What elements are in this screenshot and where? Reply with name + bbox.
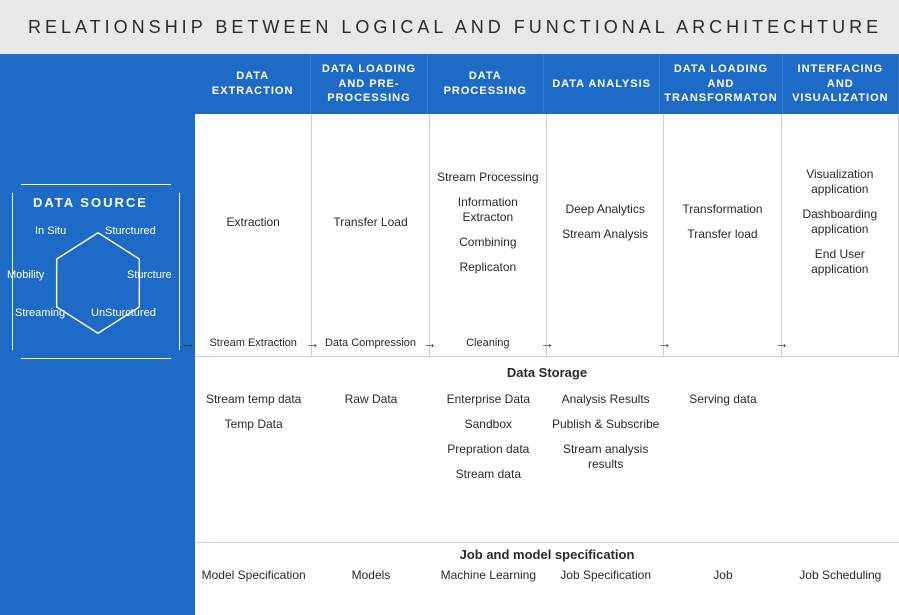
body-column: Stream Processing Information Extracton Co…	[430, 114, 547, 330]
job-cell: Job Specification	[547, 566, 664, 614]
body-item: Transfer Load	[333, 215, 407, 230]
storage-column: Serving data	[664, 384, 781, 542]
storage-item: Stream analysis results	[551, 442, 660, 472]
body-column: Deep Analytics Stream Analysis	[547, 114, 664, 330]
flow-cell: →	[664, 330, 781, 356]
flow-row: Stream Extraction→→Data Compression→Clea…	[195, 330, 899, 356]
storage-item: Stream temp data	[206, 392, 301, 407]
storage-item: Publish & Subscribe	[552, 417, 659, 432]
column-header: DATA ANALYSIS	[544, 54, 660, 114]
storage-item: Stream data	[456, 467, 521, 482]
flow-cell: Data Compression→	[312, 330, 429, 356]
body-item: Deep Analytics	[565, 202, 644, 217]
job-row: Model SpecificationModelsMachine Learnin…	[195, 566, 899, 614]
storage-grid: Stream temp data Temp Data Raw Data Enterpr…	[195, 384, 899, 542]
body-column: Visualization application Dashboarding ap…	[782, 114, 899, 330]
storage-item: Raw Data	[345, 392, 398, 407]
storage-column: Analysis Results Publish & Subscribe Strea…	[547, 384, 664, 542]
storage-item: Prepration data	[447, 442, 529, 457]
body-item: Replicaton	[459, 260, 516, 275]
storage-column: Enterprise Data Sandbox Prepration data Str…	[430, 384, 547, 542]
storage-column: Stream temp data Temp Data	[195, 384, 312, 542]
job-cell: Job Scheduling	[782, 566, 899, 614]
page-title: RELATIONSHIP BETWEEN LOGICAL AND FUNCTIO…	[0, 0, 899, 54]
storage-item: Serving data	[689, 392, 756, 407]
flow-cell	[782, 330, 899, 356]
body-item: Stream Processing	[437, 170, 538, 185]
flow-cell: Cleaning→	[430, 330, 547, 356]
hex-label-structured: Sturctured	[105, 225, 156, 237]
body-item: Stream Analysis	[562, 227, 648, 242]
hexagon-icon	[51, 229, 145, 337]
body-item: Combining	[459, 235, 516, 250]
job-cell: Models	[312, 566, 429, 614]
data-source-title: DATA SOURCE	[33, 195, 148, 210]
body-column: Transfer Load	[312, 114, 429, 330]
storage-column: Raw Data	[312, 384, 429, 542]
arrow-right-icon: →	[181, 335, 195, 351]
job-cell: Model Specification	[195, 566, 312, 614]
data-source-box: DATA SOURCE In Situ Sturctured Mobility …	[12, 184, 180, 359]
job-section-title: Job and model specification	[195, 542, 899, 566]
architecture-grid: DATA EXTRACTIONDATA LOADING AND PRE-PROC…	[195, 54, 899, 615]
data-source-panel: DATA SOURCE In Situ Sturctured Mobility …	[0, 54, 195, 615]
column-header: INTERFACING AND VISUALIZATION	[783, 54, 899, 114]
storage-item: Temp Data	[225, 417, 283, 432]
flow-cell: →	[547, 330, 664, 356]
storage-column	[782, 384, 899, 542]
body-item: End User application	[786, 247, 894, 277]
body-item: Transformation	[682, 202, 762, 217]
body-item: Information Extracton	[434, 195, 542, 225]
storage-section-title: Data Storage	[195, 356, 899, 384]
body-item: Dashboarding application	[786, 207, 894, 237]
hex-label-mobility: Mobility	[7, 269, 44, 281]
column-header: DATA EXTRACTION	[195, 54, 311, 114]
main-layout: DATA SOURCE In Situ Sturctured Mobility …	[0, 54, 899, 615]
hex-label-in-situ: In Situ	[35, 225, 66, 237]
hex-label-streaming: Streaming	[15, 307, 65, 319]
job-cell: Job	[664, 566, 781, 614]
column-header: DATA LOADING AND TRANSFORMATON	[660, 54, 782, 114]
column-headers: DATA EXTRACTIONDATA LOADING AND PRE-PROC…	[195, 54, 899, 114]
body-column: Transformation Transfer load	[664, 114, 781, 330]
body-column: Extraction	[195, 114, 312, 330]
storage-item: Sandbox	[465, 417, 512, 432]
storage-item: Enterprise Data	[447, 392, 530, 407]
hex-label-structure: Sturcture	[127, 269, 172, 281]
column-header: DATA LOADING AND PRE-PROCESSING	[311, 54, 427, 114]
storage-item: Analysis Results	[562, 392, 650, 407]
body-item: Transfer load	[687, 227, 757, 242]
hex-label-unstructured: UnSturctured	[91, 307, 156, 319]
body-item: Extraction	[226, 215, 279, 230]
flow-cell: Stream Extraction→→	[195, 330, 312, 356]
body-grid: Extraction Transfer Load Stream Processing…	[195, 114, 899, 330]
column-header: DATA PROCESSING	[428, 54, 544, 114]
job-cell: Machine Learning	[430, 566, 547, 614]
body-item: Visualization application	[786, 167, 894, 197]
